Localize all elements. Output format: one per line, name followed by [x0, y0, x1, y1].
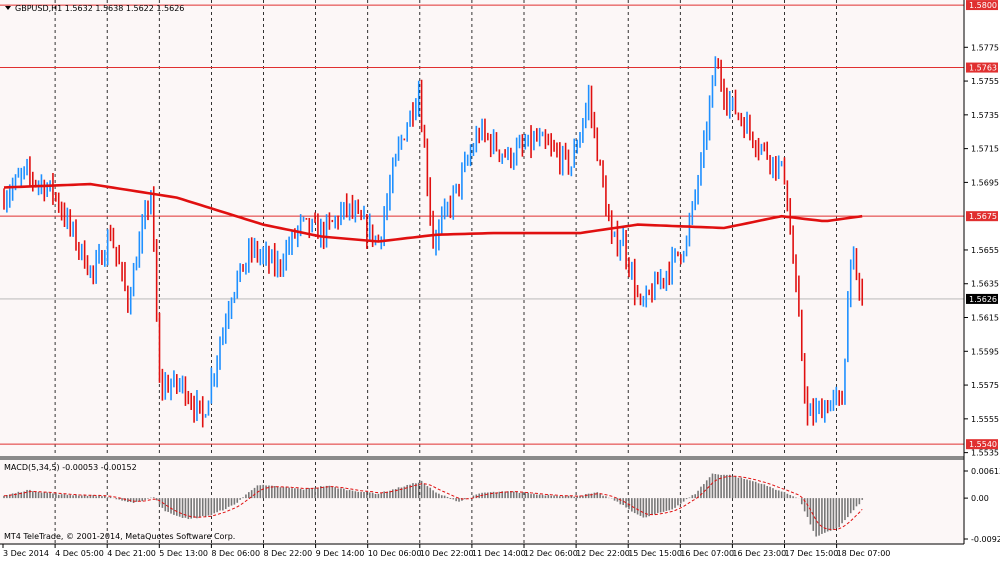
- time-tick-label: 4 Dec 21:00: [107, 549, 156, 558]
- price-tick-label: 1.5535: [971, 449, 999, 458]
- level-price-label: 1.5540: [969, 440, 997, 449]
- macd-header: MACD(5,34,5) -0.00053 -0.00152: [4, 463, 137, 472]
- time-tick-label: 4 Dec 05:00: [55, 549, 104, 558]
- price-tick-label: 1.5695: [971, 178, 999, 187]
- price-axis-area: [965, 0, 1000, 561]
- moving-average-layer: [3, 182, 863, 243]
- moving-average-line: [3, 182, 863, 243]
- level-price-label: 1.5763: [969, 64, 997, 73]
- time-axis: 3 Dec 2014 4 Dec 05:00 4 Dec 21:00 5 Dec 13…: [2, 544, 891, 558]
- time-tick-label: 17 Dec 15:00: [785, 549, 839, 558]
- price-tick-label: 1.5655: [971, 246, 999, 255]
- macd-axis: 0.00613 0.00 -0.00924: [964, 467, 1000, 544]
- price-tick-label: 1.5755: [971, 77, 999, 86]
- time-axis-area: [0, 545, 1000, 561]
- copyright-text: MT4 TeleTrade, © 2001-2014, MetaQuotes S…: [4, 532, 235, 541]
- vertical-gridlines: [54, 0, 837, 544]
- time-tick-label: 18 Dec 07:00: [837, 549, 891, 558]
- time-tick-label: 11 Dec 14:00: [472, 549, 526, 558]
- time-tick-label: 16 Dec 23:00: [732, 549, 786, 558]
- time-tick-label: 9 Dec 14:00: [316, 549, 365, 558]
- macd-tick-label: 0.00: [971, 494, 989, 503]
- time-tick-label: 10 Dec 06:00: [368, 549, 422, 558]
- macd-histogram-layer: [3, 473, 864, 537]
- time-tick-label: 12 Dec 06:00: [524, 549, 578, 558]
- time-tick-label: 8 Dec 06:00: [211, 549, 260, 558]
- time-tick-label: 10 Dec 22:00: [420, 549, 474, 558]
- level-price-tag: [966, 211, 998, 222]
- time-tick-label: 15 Dec 15:00: [628, 549, 682, 558]
- level-price-tag: [966, 0, 998, 11]
- level-price-tag: [966, 62, 998, 73]
- current-price-tag: [966, 293, 998, 304]
- macd-signal-line: [3, 475, 863, 530]
- candles-layer: [3, 56, 864, 428]
- macd-signal-layer: [3, 475, 863, 530]
- time-tick-label: 12 Dec 22:00: [576, 549, 630, 558]
- price-tick-label: 1.5595: [971, 347, 999, 356]
- level-price-label: 1.5675: [969, 212, 997, 221]
- level-price-label: 1.5800: [969, 1, 997, 10]
- level-price-tag: [966, 439, 998, 450]
- symbol-header: GBPUSD,H1 1.5632 1.5638 1.5622 1.5626: [15, 4, 184, 13]
- price-tick-label: 1.5555: [971, 415, 999, 424]
- price-tick-label: 1.5615: [971, 314, 999, 323]
- time-tick-label: 3 Dec 2014: [3, 549, 49, 558]
- price-tick-label: 1.5575: [971, 381, 999, 390]
- price-tick-label: 1.5715: [971, 145, 999, 154]
- macd-tick-label: -0.00924: [971, 535, 1000, 544]
- price-tick-label: 1.5635: [971, 280, 999, 289]
- triangle-down-icon[interactable]: [5, 6, 11, 10]
- price-tick-label: 1.5775: [971, 43, 999, 52]
- price-tags: 1.5800 1.5763 1.5675 1.5626 1.5540: [966, 0, 998, 450]
- horizontal-levels[interactable]: [0, 4, 964, 445]
- time-tick-label: 16 Dec 07:00: [680, 549, 734, 558]
- time-tick-label: 5 Dec 13:00: [159, 549, 208, 558]
- current-price-label: 1.5626: [969, 295, 997, 304]
- price-tick-label: 1.5735: [971, 111, 999, 120]
- macd-tick-label: 0.00613: [971, 467, 1000, 476]
- price-axis: 1.5775 1.5755 1.5735 1.5715 1.5695 1.5655 1.56…: [964, 43, 999, 458]
- time-tick-label: 8 Dec 22:00: [264, 549, 313, 558]
- panel-separator[interactable]: [0, 456, 964, 460]
